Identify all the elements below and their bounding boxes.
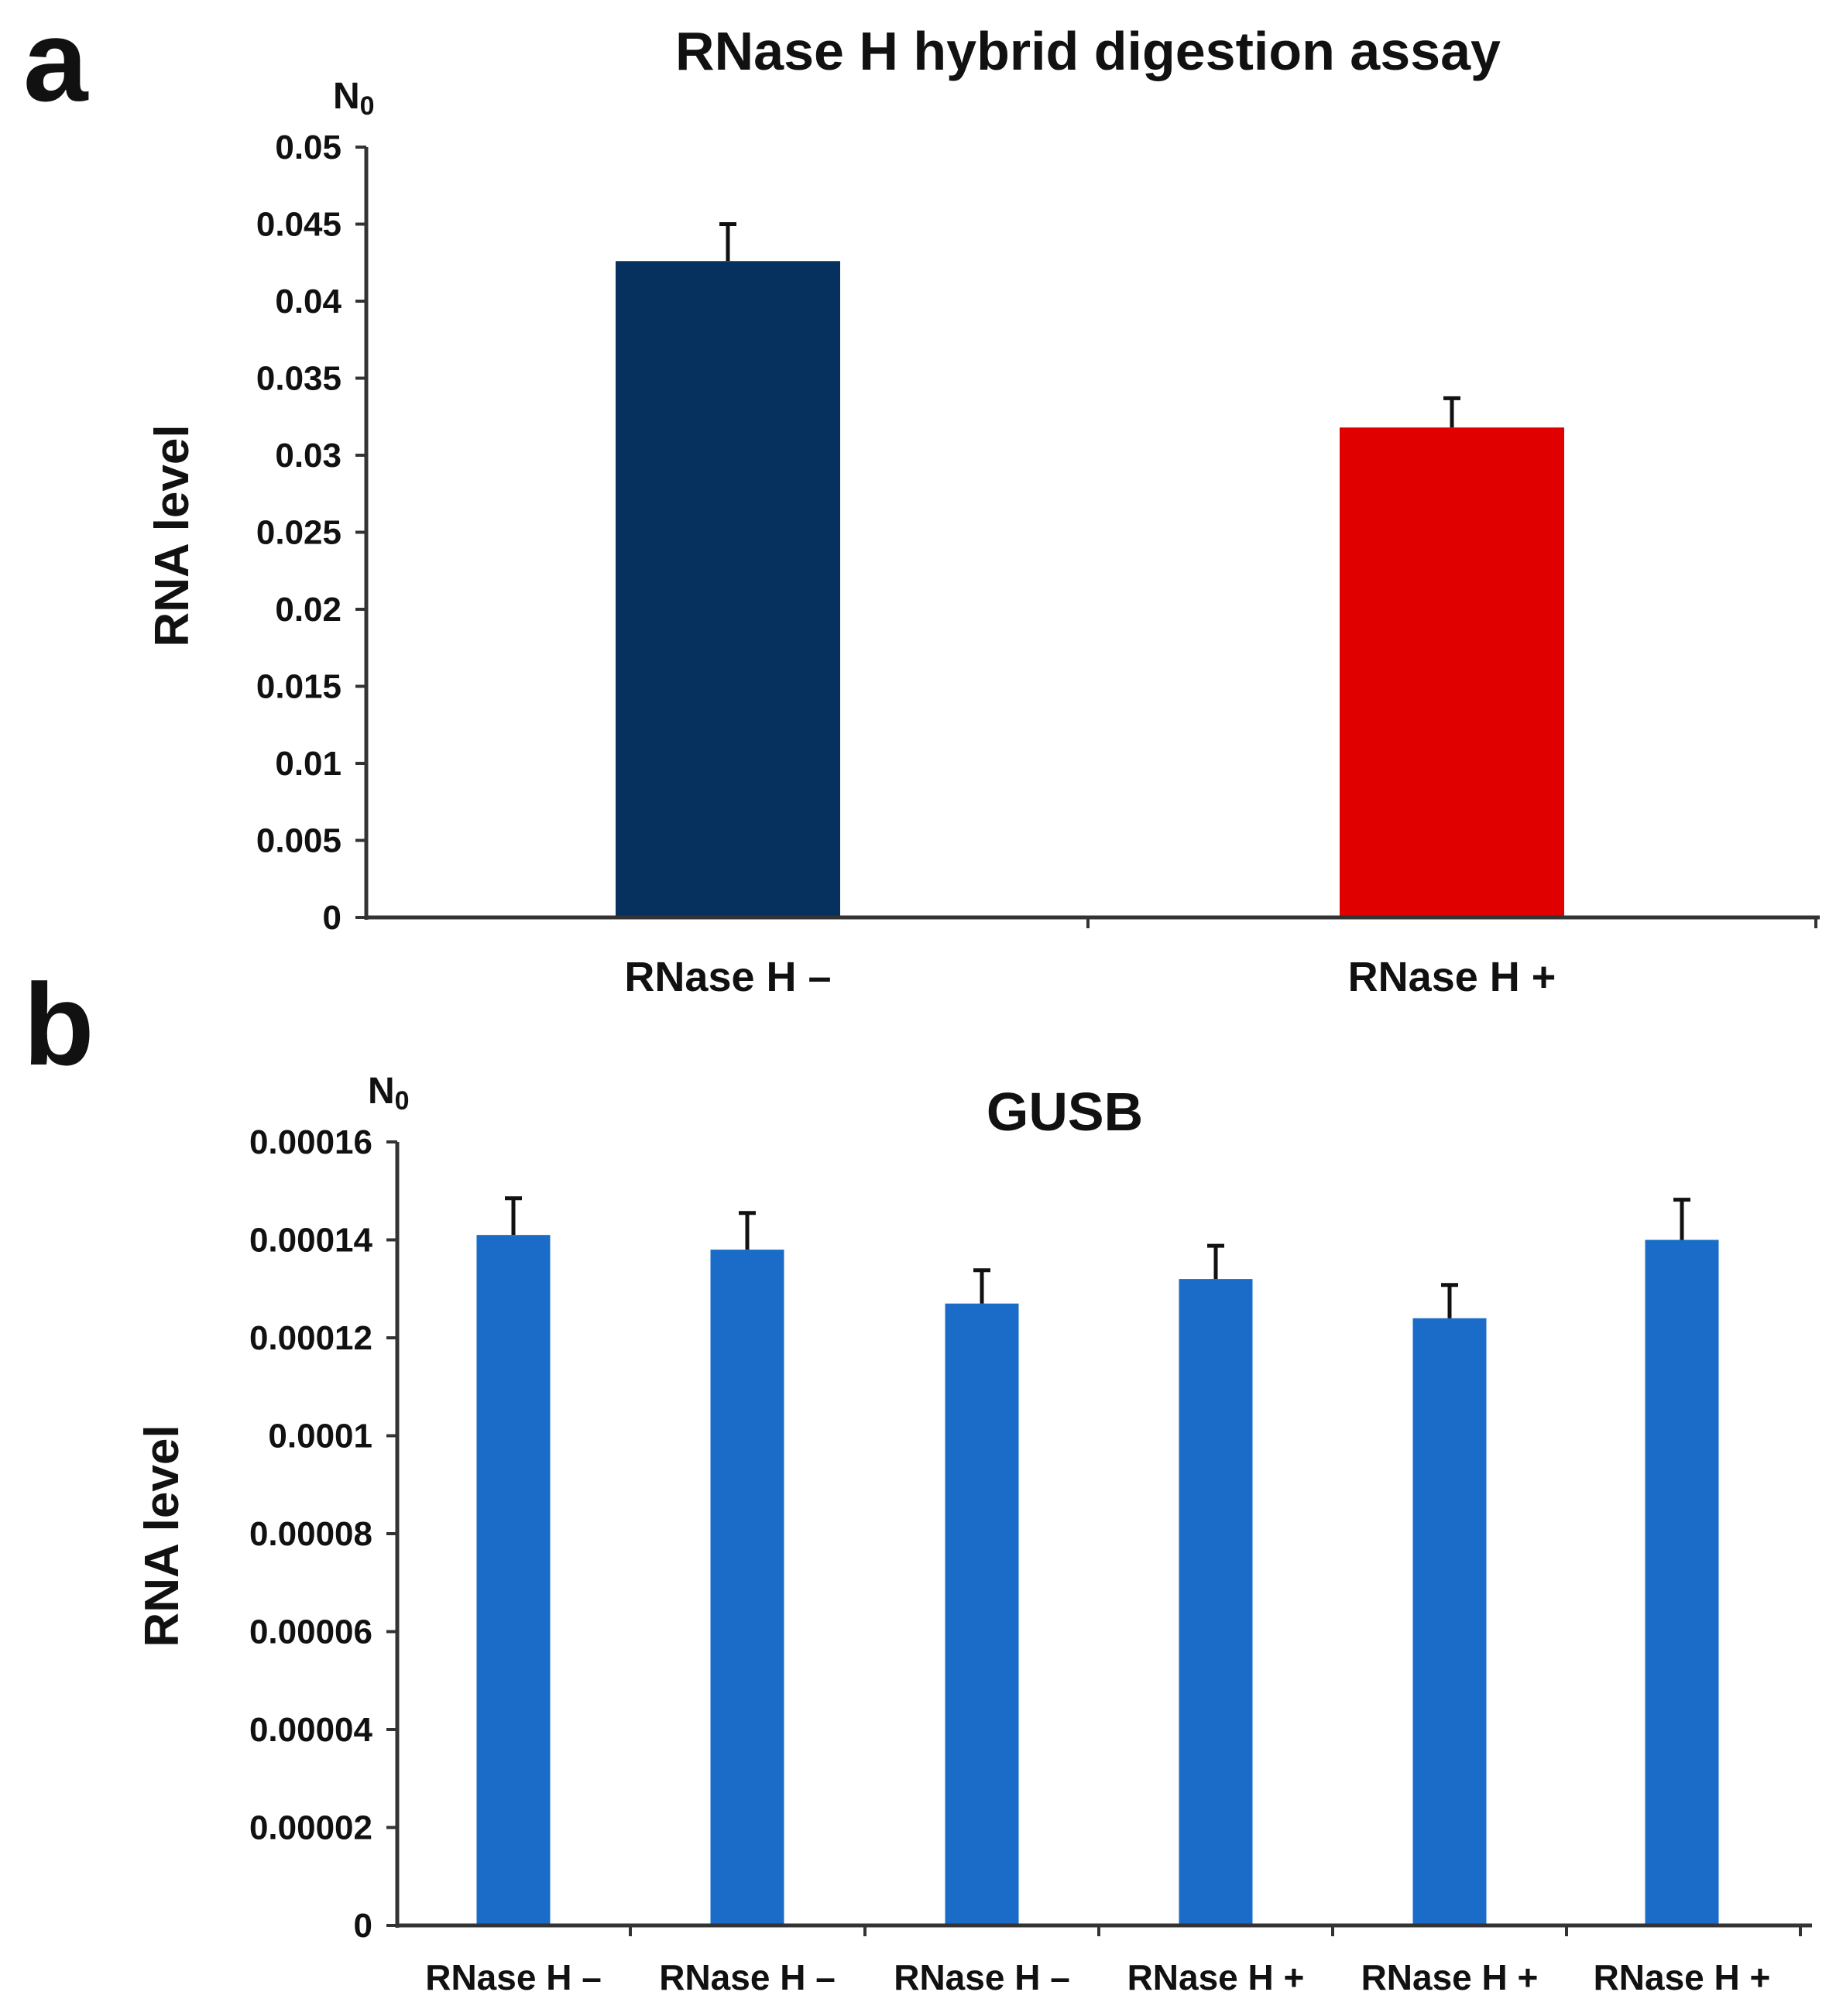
panel-a: a RNase H hybrid digestion assay N0 RNA … xyxy=(23,0,1820,1000)
x-category-label: RNase H – xyxy=(624,954,831,1000)
bar xyxy=(616,261,840,917)
y-tick-label: 0.00002 xyxy=(249,1809,372,1847)
panel-b-letter: b xyxy=(23,959,94,1089)
x-category-label: RNase H + xyxy=(1348,954,1556,1000)
panel-b: b GUSB N0 RNA level 0 0.00002 0.00004 0.000… xyxy=(23,959,1812,1997)
chart-b-bars xyxy=(476,1235,1719,1925)
y-tick-label: 0.04 xyxy=(275,283,341,321)
bar xyxy=(945,1303,1019,1925)
y-tick-label: 0.00016 xyxy=(249,1123,372,1161)
chart-b-x-ticks xyxy=(629,1925,1802,1936)
x-category-label: RNase H – xyxy=(425,1957,602,1997)
chart-a-bars xyxy=(616,261,1564,917)
y-tick-label: 0.01 xyxy=(275,745,341,783)
y-tick-label: 0.005 xyxy=(256,822,341,860)
chart-b-unit-label: N0 xyxy=(368,1071,410,1116)
bar xyxy=(476,1235,551,1925)
x-category-label: RNase H + xyxy=(1361,1957,1539,1997)
chart-a-y-ticks: 0 0.005 0.01 0.015 0.02 0.025 0.03 0.035 0.04 0.0… xyxy=(256,129,366,937)
chart-a-y-axis-label: RNA level xyxy=(146,424,199,646)
chart-a-title: RNase H hybrid digestion assay xyxy=(675,21,1501,81)
bar xyxy=(1179,1279,1253,1925)
x-category-label: RNase H + xyxy=(1127,1957,1305,1997)
y-tick-label: 0.0001 xyxy=(268,1418,372,1455)
bar xyxy=(1412,1318,1487,1925)
y-tick-label: 0.015 xyxy=(256,668,341,706)
y-tick-label: 0.035 xyxy=(256,360,341,398)
y-tick-label: 0.00008 xyxy=(249,1515,372,1553)
y-tick-label: 0.03 xyxy=(275,437,341,475)
panel-a-letter: a xyxy=(23,0,89,125)
x-category-label: RNase H + xyxy=(1594,1957,1771,1997)
y-tick-label: 0 xyxy=(323,899,341,937)
y-tick-label: 0.00004 xyxy=(249,1711,373,1749)
x-category-label: RNase H – xyxy=(894,1957,1070,1997)
y-tick-label: 0.025 xyxy=(256,514,341,552)
chart-a-error-bars xyxy=(719,222,1460,428)
y-tick-label: 0 xyxy=(354,1907,372,1945)
y-tick-label: 0.045 xyxy=(256,206,341,244)
y-tick-label: 0.00014 xyxy=(249,1222,373,1260)
chart-b-error-bars xyxy=(505,1196,1690,1318)
chart-b-y-ticks: 0 0.00002 0.00004 0.00006 0.00008 0.0001 0.000… xyxy=(249,1123,397,1945)
bar xyxy=(1645,1239,1719,1925)
chart-b-x-labels: RNase H – RNase H – RNase H – RNase H + RNas… xyxy=(425,1957,1770,1997)
chart-a-x-ticks xyxy=(1086,917,1817,928)
bar xyxy=(710,1250,784,1925)
chart-a-unit-label: N0 xyxy=(333,76,375,121)
y-tick-label: 0.02 xyxy=(275,591,341,629)
y-tick-label: 0.00012 xyxy=(249,1319,372,1357)
y-tick-label: 0.00006 xyxy=(249,1613,372,1651)
chart-b-y-axis-label: RNA level xyxy=(136,1425,189,1647)
x-category-label: RNase H – xyxy=(659,1957,836,1997)
y-tick-label: 0.05 xyxy=(275,129,341,166)
chart-b-title: GUSB xyxy=(987,1082,1143,1142)
bar xyxy=(1340,427,1564,917)
chart-a-x-labels: RNase H – RNase H + xyxy=(624,954,1556,1000)
